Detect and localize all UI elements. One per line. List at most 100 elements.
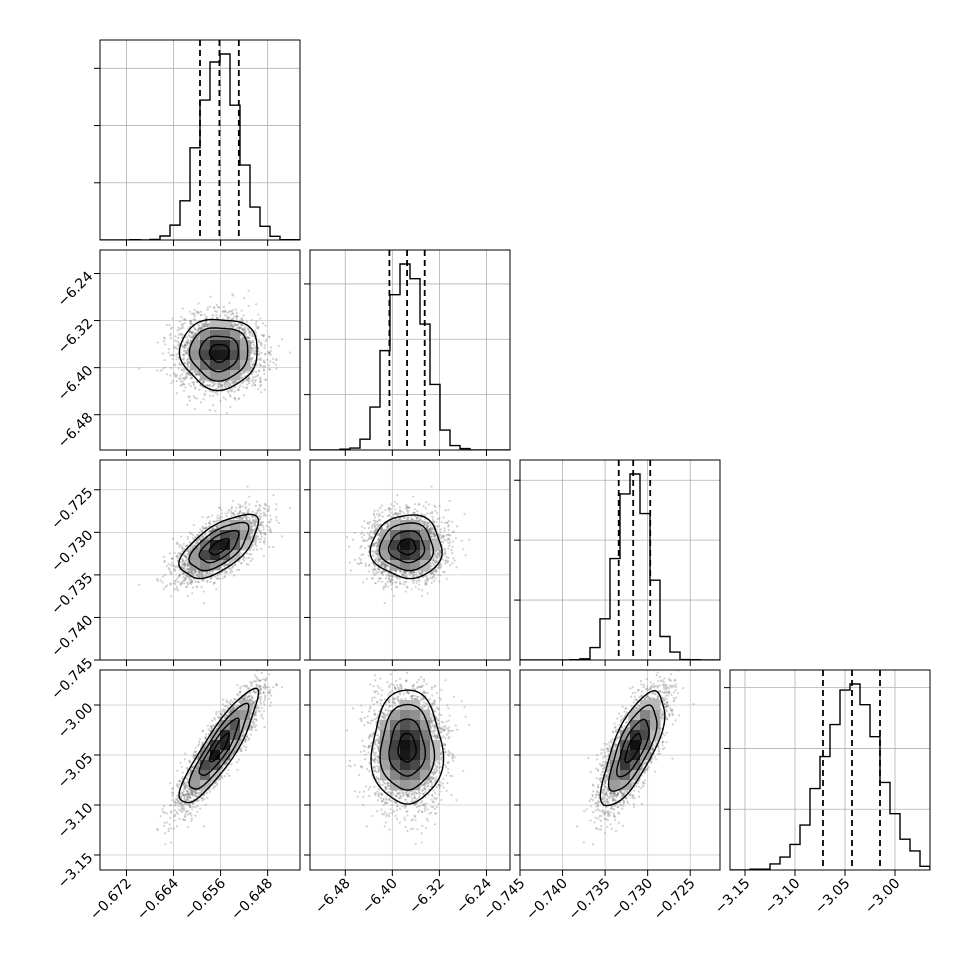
sample-point — [161, 575, 165, 578]
sample-point — [184, 565, 187, 568]
sample-point — [206, 383, 209, 387]
sample-point — [193, 332, 196, 335]
sample-point — [250, 341, 253, 345]
sample-point — [243, 375, 246, 378]
sample-point — [206, 323, 209, 327]
sample-point — [204, 323, 207, 326]
sample-point — [190, 570, 194, 573]
sample-point — [213, 306, 216, 309]
sample-point — [225, 563, 229, 566]
sample-point — [195, 373, 198, 376]
sample-point — [228, 561, 231, 564]
sample-point — [178, 377, 182, 381]
grid-1-0 — [100, 250, 300, 450]
sample-point — [182, 389, 186, 392]
sample-point — [259, 381, 262, 384]
sample-point — [235, 324, 238, 327]
sample-point — [187, 362, 190, 365]
sample-point — [245, 517, 248, 521]
sample-point — [255, 545, 258, 548]
sample-point — [163, 359, 166, 362]
sample-point — [182, 563, 186, 566]
sample-point — [192, 312, 195, 315]
sample-point — [250, 545, 253, 548]
sample-point — [242, 380, 245, 383]
sample-point — [197, 311, 201, 314]
sample-point — [241, 324, 244, 327]
sample-point — [243, 331, 246, 334]
sample-point — [186, 535, 189, 538]
sample-point — [239, 506, 242, 509]
sample-point — [196, 574, 199, 577]
sample-point — [194, 374, 197, 377]
sample-point — [250, 347, 253, 350]
sample-point — [190, 312, 194, 315]
sample-point — [156, 579, 159, 582]
sample-point — [189, 336, 192, 339]
sample-point — [172, 345, 176, 348]
sample-point — [183, 349, 187, 352]
sample-point — [195, 370, 198, 374]
sample-point — [178, 361, 181, 364]
sample-point — [179, 333, 183, 336]
sample-point — [187, 570, 191, 574]
sample-point — [189, 330, 192, 334]
sample-point — [269, 352, 272, 355]
sample-point — [226, 316, 229, 319]
sample-point — [169, 552, 172, 555]
sample-point — [259, 512, 262, 515]
sample-point — [272, 493, 275, 497]
sample-point — [197, 334, 201, 337]
sample-point — [256, 509, 259, 513]
sample-point — [212, 381, 215, 384]
sample-point — [237, 503, 240, 506]
sample-point — [223, 565, 226, 569]
sample-point — [187, 371, 190, 375]
sample-point — [192, 384, 195, 387]
sample-point — [181, 547, 184, 550]
sample-point — [163, 336, 166, 339]
sample-point — [243, 559, 246, 562]
density-cell — [200, 330, 211, 341]
sample-point — [232, 382, 236, 385]
sample-point — [186, 562, 189, 565]
sample-point — [211, 390, 214, 393]
sample-point — [190, 331, 193, 334]
sample-point — [192, 572, 196, 575]
density-cell — [230, 360, 241, 371]
sample-point — [171, 557, 174, 560]
sample-point — [175, 353, 178, 356]
sample-point — [178, 320, 182, 323]
sample-point — [193, 571, 196, 574]
sample-point — [216, 514, 219, 517]
sample-point — [192, 380, 196, 384]
sample-point — [226, 389, 229, 392]
sample-point — [178, 363, 181, 366]
sample-point — [197, 328, 200, 331]
sample-point — [249, 340, 253, 343]
sample-point — [288, 351, 292, 354]
sample-point — [175, 358, 178, 361]
sample-point — [185, 372, 188, 375]
sample-point — [212, 384, 215, 387]
sample-point — [225, 314, 228, 318]
sample-point — [190, 331, 193, 334]
sample-point — [167, 562, 170, 566]
sample-point — [231, 381, 235, 385]
sample-point — [179, 552, 182, 555]
sample-point — [203, 393, 206, 397]
sample-point — [175, 542, 179, 546]
sample-point — [230, 389, 234, 392]
sample-point — [186, 361, 190, 364]
sample-point — [164, 343, 167, 346]
sample-point — [230, 310, 233, 313]
sample-point — [269, 349, 273, 352]
sample-point — [206, 580, 209, 584]
sample-point — [183, 377, 186, 380]
sample-point — [245, 515, 248, 518]
sample-point — [171, 557, 174, 560]
sample-point — [205, 315, 208, 318]
sample-point — [188, 563, 191, 566]
sample-point — [203, 380, 206, 383]
sample-point — [185, 555, 188, 559]
